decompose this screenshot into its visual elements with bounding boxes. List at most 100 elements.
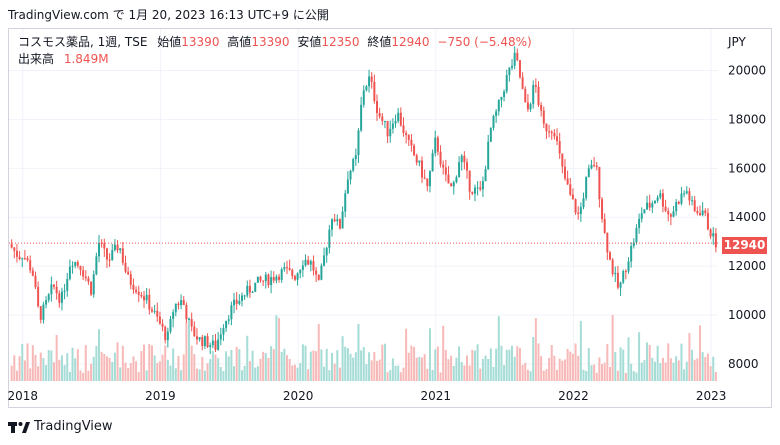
- candle-body: [709, 229, 712, 237]
- volume-bar: [209, 359, 212, 381]
- volume-bar: [161, 354, 164, 381]
- volume-bar: [675, 356, 678, 381]
- candle-body: [450, 183, 453, 187]
- candle-body: [243, 295, 246, 297]
- chart-panel[interactable]: [8, 28, 772, 408]
- candle-body: [21, 258, 24, 260]
- candle-body: [129, 274, 132, 285]
- volume-bar: [386, 372, 389, 381]
- volume-bar: [587, 348, 590, 381]
- candle-body: [296, 273, 299, 280]
- candle-body: [378, 113, 381, 117]
- candle-body: [394, 121, 397, 124]
- volume-bar: [389, 370, 392, 381]
- candle-body: [84, 276, 87, 279]
- volume-bar: [222, 370, 225, 381]
- candle-body: [579, 207, 582, 215]
- low-value: 12350: [321, 35, 360, 49]
- candle-body: [53, 284, 56, 287]
- volume-bar: [227, 356, 230, 381]
- candle-body: [577, 212, 580, 215]
- symbol-name[interactable]: コスモス薬品, 1週, TSE: [18, 35, 148, 49]
- candle-body: [251, 291, 254, 293]
- candle-body: [619, 282, 622, 288]
- candle-body: [203, 336, 206, 347]
- volume-bar: [452, 365, 455, 381]
- candle-body: [624, 271, 627, 273]
- candle-body: [386, 121, 389, 137]
- volume-bar: [177, 355, 180, 381]
- candle-body: [526, 102, 529, 110]
- volume-bar: [116, 342, 119, 381]
- candle-body: [103, 243, 106, 249]
- tradingview-logo-icon: [8, 421, 30, 433]
- volume-bar: [516, 346, 519, 381]
- volume-bar: [664, 362, 667, 381]
- candle-body: [344, 193, 347, 212]
- volume-bar: [90, 363, 93, 381]
- volume-bar: [225, 351, 228, 381]
- candle-body: [172, 312, 175, 319]
- candle-body: [698, 213, 701, 216]
- candle-body: [264, 274, 267, 282]
- candle-body: [640, 213, 643, 219]
- candle-body: [661, 193, 664, 207]
- volume-bar: [156, 362, 159, 381]
- volume-bar: [421, 357, 424, 381]
- candle-body: [672, 211, 675, 217]
- volume-bar: [391, 358, 394, 381]
- candle-body: [169, 318, 172, 332]
- volume-bar: [166, 359, 169, 381]
- candle-body: [259, 276, 262, 281]
- y-tick-label: 16000: [728, 161, 766, 175]
- volume-bar: [447, 359, 450, 381]
- candle-body: [383, 121, 386, 123]
- volume-bar: [640, 362, 643, 381]
- candle-body: [26, 258, 29, 261]
- volume-bar: [29, 368, 32, 381]
- candle-body: [278, 276, 281, 280]
- volume-bar: [672, 362, 675, 381]
- candle-body: [460, 155, 463, 163]
- candle-body: [706, 212, 709, 230]
- candle-body: [439, 151, 442, 165]
- candle-body: [336, 219, 339, 222]
- candle-body: [571, 194, 574, 200]
- currency-label: JPY: [727, 35, 747, 49]
- candle-body: [47, 294, 50, 301]
- candle-body: [635, 227, 638, 243]
- candle-body: [434, 137, 437, 154]
- volume-bar: [585, 371, 588, 381]
- volume-bar: [243, 365, 246, 381]
- candle-body: [29, 260, 32, 271]
- volume-bar: [135, 361, 138, 381]
- candle-body: [582, 198, 585, 208]
- volume-bar: [360, 350, 363, 381]
- candle-body: [15, 250, 18, 257]
- volume-bar: [667, 343, 670, 381]
- volume-bar: [230, 350, 233, 381]
- candle-body: [553, 133, 556, 137]
- volume-bar: [328, 370, 331, 381]
- candle-body: [291, 269, 294, 277]
- volume-bar: [31, 345, 34, 381]
- candle-body: [664, 206, 667, 211]
- volume-bar: [518, 348, 521, 381]
- volume-bar: [487, 359, 490, 381]
- volume-bar: [296, 367, 299, 381]
- volume-bar: [603, 362, 606, 381]
- x-axis: 2018 2019 2020 2021 2022 2023: [7, 389, 726, 403]
- candle-body: [13, 247, 16, 251]
- candle-body: [182, 300, 185, 306]
- volume-bar: [407, 352, 410, 381]
- brand-name[interactable]: TradingView: [34, 419, 113, 434]
- volume-bar: [188, 317, 191, 381]
- candle-body: [548, 131, 551, 133]
- volume-bar: [272, 349, 275, 381]
- candle-body: [135, 289, 138, 292]
- volume-bar: [336, 350, 339, 381]
- candle-body: [270, 277, 273, 286]
- volume-bar: [37, 366, 40, 381]
- candle-body: [325, 247, 328, 256]
